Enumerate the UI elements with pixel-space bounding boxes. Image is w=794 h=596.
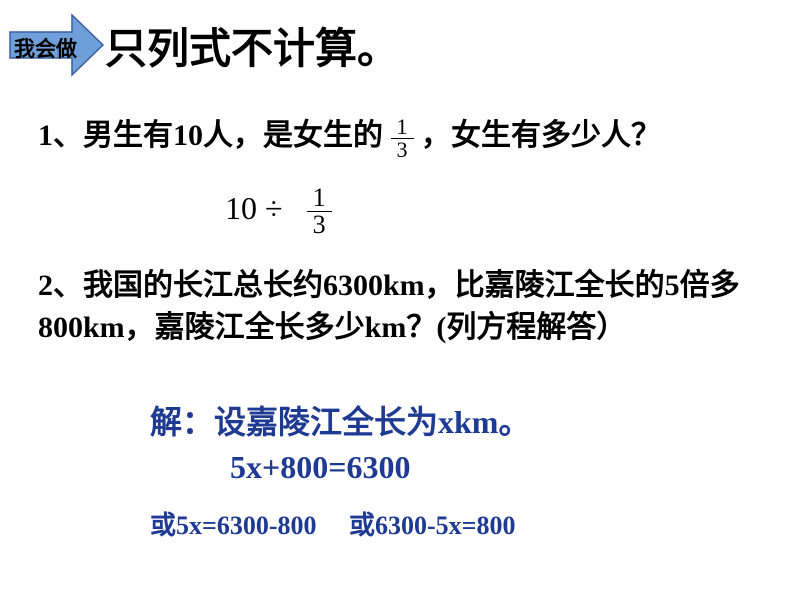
q1-frac-num: 1 (391, 116, 414, 139)
page-title: 只列式不计算。 (105, 15, 399, 76)
answer-line-1: 解：设嘉陵江全长为xkm。 (150, 400, 530, 445)
alt-answers: 或5x=6300-800 或6300-5x=800 (150, 505, 515, 542)
q1-frac-den: 3 (391, 139, 414, 161)
q1-prefix: 1、男生有10人，是女生的 (38, 119, 391, 152)
eq1-frac-num: 1 (307, 185, 332, 212)
answer-block: 解：设嘉陵江全长为xkm。 5x+800=6300 (150, 400, 530, 490)
question-2: 2、我国的长江总长约6300km，比嘉陵江全长的5倍多800km，嘉陵江全长多少… (38, 265, 758, 349)
equation-1: 10 ÷ 1 3 (225, 185, 332, 238)
eq1-fraction: 1 3 (307, 185, 332, 238)
question-1: 1、男生有10人，是女生的 1 3 ，女生有多少人？ (38, 115, 758, 161)
eq1-frac-den: 3 (307, 212, 332, 238)
q1-suffix: ，女生有多少人？ (421, 119, 661, 152)
eq1-lhs: 10 ÷ (225, 190, 283, 226)
answer-line-2: 5x+800=6300 (150, 445, 530, 490)
badge-label: 我会做 (14, 33, 77, 63)
alt-2: 或6300-5x=800 (349, 511, 515, 540)
q1-fraction: 1 3 (391, 116, 414, 161)
alt-1: 或5x=6300-800 (150, 511, 316, 540)
